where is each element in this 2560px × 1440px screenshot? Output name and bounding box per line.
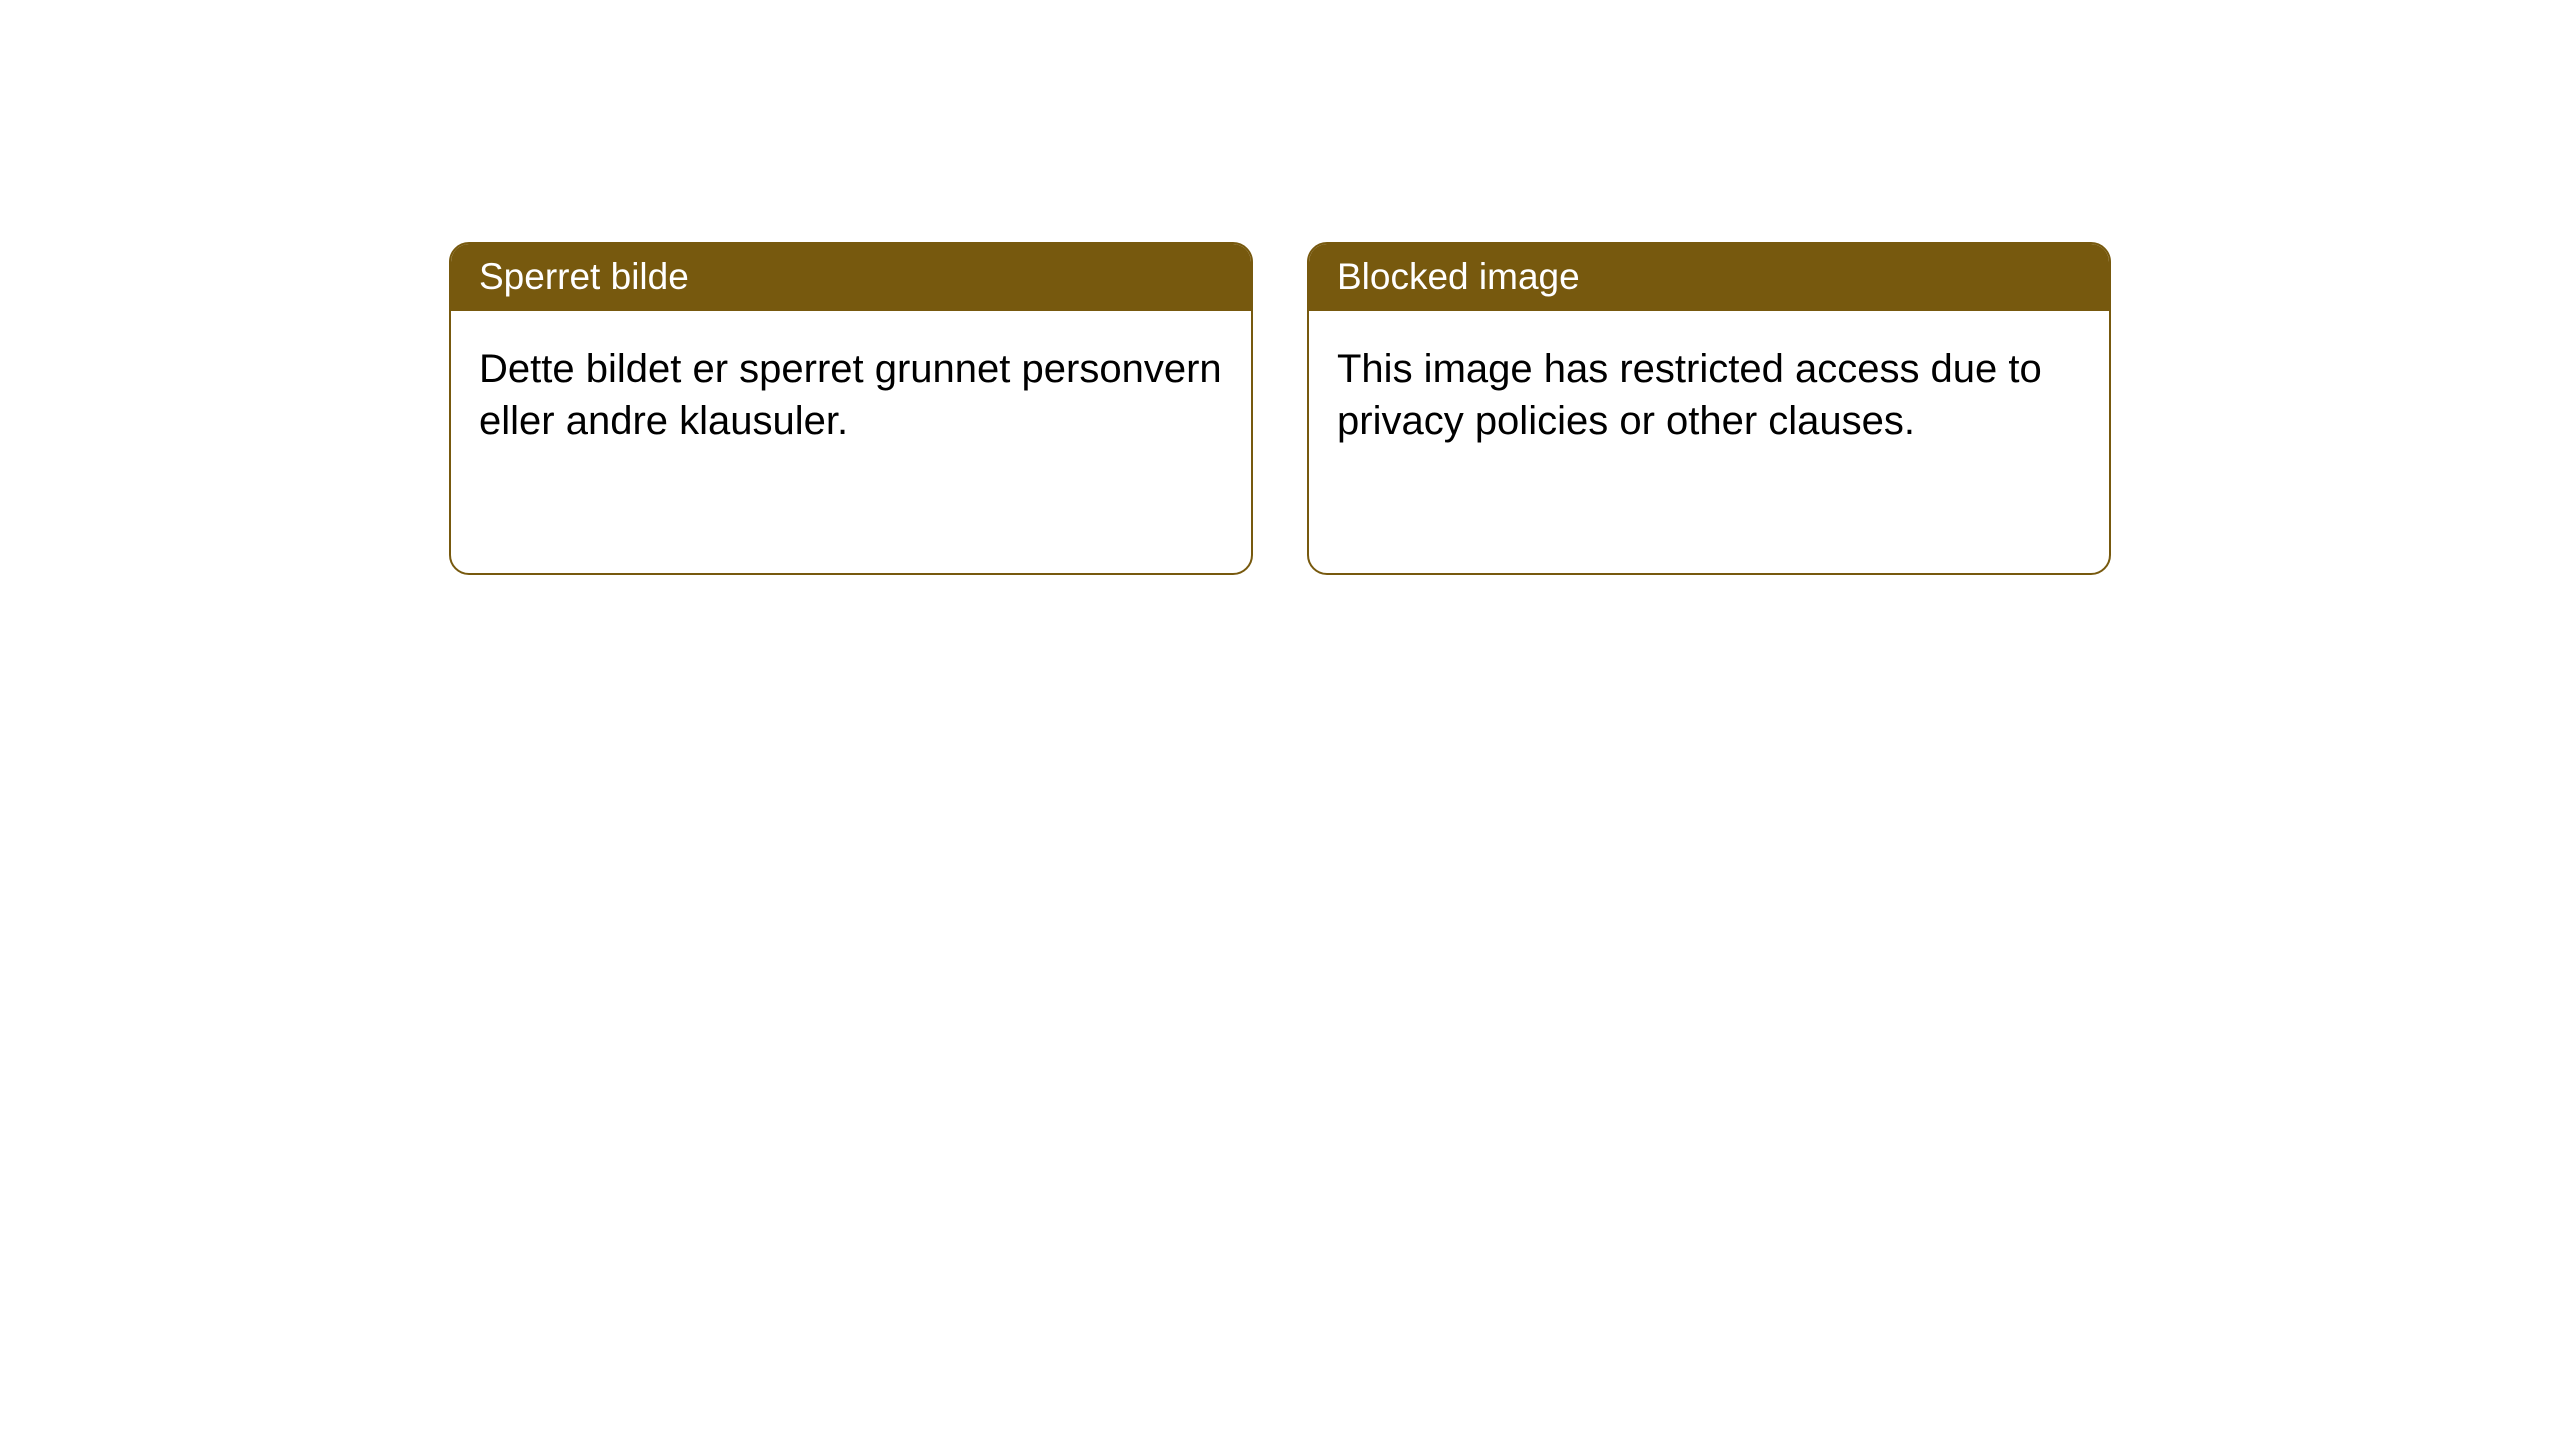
notice-header: Sperret bilde [451, 244, 1251, 311]
notice-card-english: Blocked image This image has restricted … [1307, 242, 2111, 575]
notice-body: This image has restricted access due to … [1309, 311, 2109, 479]
notice-header: Blocked image [1309, 244, 2109, 311]
notice-card-norwegian: Sperret bilde Dette bildet er sperret gr… [449, 242, 1253, 575]
notice-container: Sperret bilde Dette bildet er sperret gr… [0, 0, 2560, 575]
notice-body: Dette bildet er sperret grunnet personve… [451, 311, 1251, 479]
